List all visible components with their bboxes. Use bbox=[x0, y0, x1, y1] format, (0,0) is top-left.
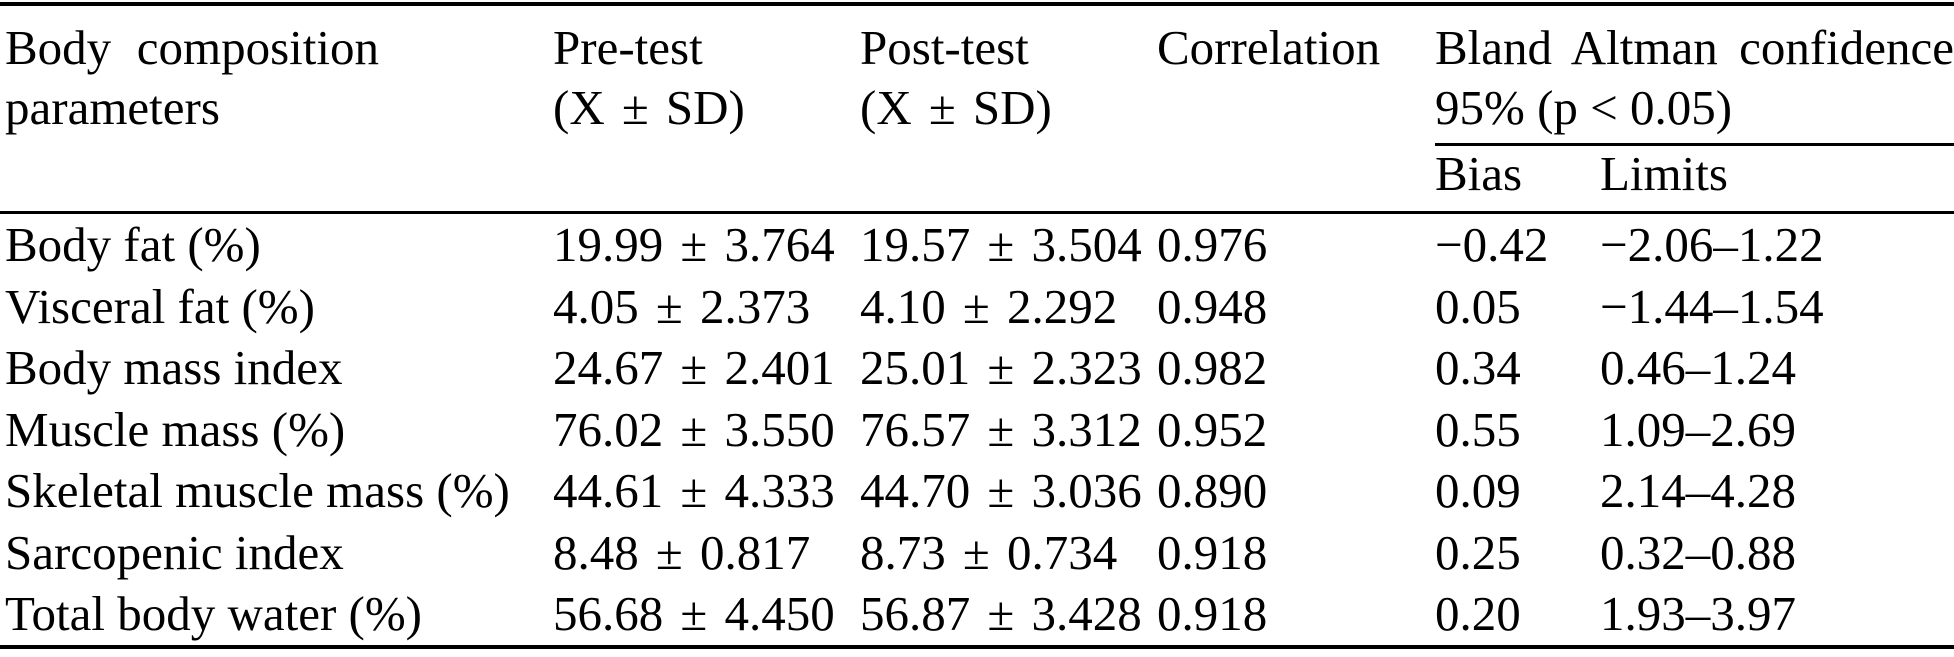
post-test-cell: 19.57 ± 3.504 bbox=[860, 217, 1142, 272]
header-cell-bland-altman: Bland Altman confidence 95% (p < 0.05) B… bbox=[1435, 18, 1954, 211]
table-row: Body fat (%) 19.99 ± 3.764 19.57 ± 3.504… bbox=[0, 214, 1954, 276]
limits-cell: 0.46–1.24 bbox=[1600, 340, 1796, 395]
correlation-cell: 0.976 bbox=[1157, 217, 1268, 272]
post-test-cell: 25.01 ± 2.323 bbox=[860, 340, 1142, 395]
param-cell: Sarcopenic index bbox=[5, 524, 344, 580]
pre-test-cell: 19.99 ± 3.764 bbox=[553, 217, 835, 272]
correlation-cell: 0.952 bbox=[1157, 401, 1268, 457]
param-cell: Body fat (%) bbox=[5, 217, 261, 272]
header-parameters-line1: Body composition bbox=[5, 20, 379, 75]
table-row: Total body water (%) 56.68 ± 4.450 56.87… bbox=[0, 583, 1954, 645]
post-test-cell: 4.10 ± 2.292 bbox=[860, 278, 1118, 334]
limits-cell: 0.32–0.88 bbox=[1600, 524, 1796, 580]
post-test-cell: 44.70 ± 3.036 bbox=[860, 463, 1142, 518]
table-row: Visceral fat (%) 4.05 ± 2.373 4.10 ± 2.2… bbox=[0, 276, 1954, 338]
table-row: Sarcopenic index 8.48 ± 0.817 8.73 ± 0.7… bbox=[0, 522, 1954, 584]
post-test-cell: 56.87 ± 3.428 bbox=[860, 586, 1142, 641]
correlation-cell: 0.918 bbox=[1157, 586, 1268, 641]
bias-cell: 0.05 bbox=[1435, 278, 1521, 334]
header-cell-correlation: Correlation bbox=[1157, 20, 1381, 75]
bias-cell: −0.42 bbox=[1435, 217, 1549, 272]
table-row: Skeletal muscle mass (%) 44.61 ± 4.333 4… bbox=[0, 460, 1954, 522]
param-cell: Visceral fat (%) bbox=[5, 278, 315, 334]
param-cell: Total body water (%) bbox=[5, 586, 423, 641]
header-bland-altman-line2: 95% (p < 0.05) bbox=[1435, 80, 1733, 135]
table-body: Body fat (%) 19.99 ± 3.764 19.57 ± 3.504… bbox=[0, 214, 1954, 645]
pre-test-cell: 56.68 ± 4.450 bbox=[553, 586, 835, 641]
table-top-rule bbox=[0, 2, 1954, 6]
param-cell: Body mass index bbox=[5, 340, 343, 395]
post-test-cell: 76.57 ± 3.312 bbox=[860, 401, 1142, 457]
header-cell-limits: Limits bbox=[1600, 146, 1728, 201]
limits-cell: −2.06–1.22 bbox=[1600, 217, 1824, 272]
limits-cell: 1.09–2.69 bbox=[1600, 401, 1796, 457]
param-cell: Skeletal muscle mass (%) bbox=[5, 463, 510, 518]
header-post-test-line1: Post-test bbox=[860, 20, 1029, 75]
limits-cell: 1.93–3.97 bbox=[1600, 586, 1796, 641]
bias-cell: 0.25 bbox=[1435, 524, 1521, 580]
header-cell-pre-test: Pre-test (X ± SD) bbox=[553, 18, 860, 211]
bias-cell: 0.20 bbox=[1435, 586, 1521, 641]
header-cell-post-test: Post-test (X ± SD) bbox=[860, 18, 1157, 211]
limits-cell: 2.14–4.28 bbox=[1600, 463, 1796, 518]
header-cell-bias: Bias bbox=[1435, 146, 1523, 201]
pre-test-cell: 76.02 ± 3.550 bbox=[553, 401, 835, 457]
header-pre-test-line2: (X ± SD) bbox=[553, 80, 745, 135]
limits-cell: −1.44–1.54 bbox=[1600, 278, 1824, 334]
pre-test-cell: 24.67 ± 2.401 bbox=[553, 340, 835, 395]
pre-test-cell: 8.48 ± 0.817 bbox=[553, 524, 811, 580]
header-bland-altman-line1: Bland Altman confidence bbox=[1435, 20, 1954, 75]
table-header-rule bbox=[0, 211, 1954, 214]
header-bias-limits-row: Bias Limits bbox=[1435, 146, 1954, 202]
post-test-cell: 8.73 ± 0.734 bbox=[860, 524, 1118, 580]
pre-test-cell: 4.05 ± 2.373 bbox=[553, 278, 811, 334]
header-post-test-line2: (X ± SD) bbox=[860, 80, 1052, 135]
pre-test-cell: 44.61 ± 4.333 bbox=[553, 463, 835, 518]
correlation-cell: 0.982 bbox=[1157, 340, 1268, 395]
table-bottom-rule bbox=[0, 644, 1954, 649]
table-row: Muscle mass (%) 76.02 ± 3.550 76.57 ± 3.… bbox=[0, 399, 1954, 461]
bland-altman-spanner-rule bbox=[1435, 143, 1954, 146]
bias-cell: 0.34 bbox=[1435, 340, 1521, 395]
bias-cell: 0.09 bbox=[1435, 463, 1521, 518]
bias-cell: 0.55 bbox=[1435, 401, 1521, 457]
header-pre-test-line1: Pre-test bbox=[553, 20, 703, 75]
correlation-cell: 0.890 bbox=[1157, 463, 1268, 518]
header-parameters-line2: parameters bbox=[5, 80, 220, 135]
correlation-cell: 0.918 bbox=[1157, 524, 1268, 580]
header-cell-parameters: Body composition parameters bbox=[0, 18, 553, 211]
param-cell: Muscle mass (%) bbox=[5, 401, 346, 457]
table-header: Body composition parameters Pre-test (X … bbox=[0, 6, 1954, 211]
table-row: Body mass index 24.67 ± 2.401 25.01 ± 2.… bbox=[0, 337, 1954, 399]
correlation-cell: 0.948 bbox=[1157, 278, 1268, 334]
